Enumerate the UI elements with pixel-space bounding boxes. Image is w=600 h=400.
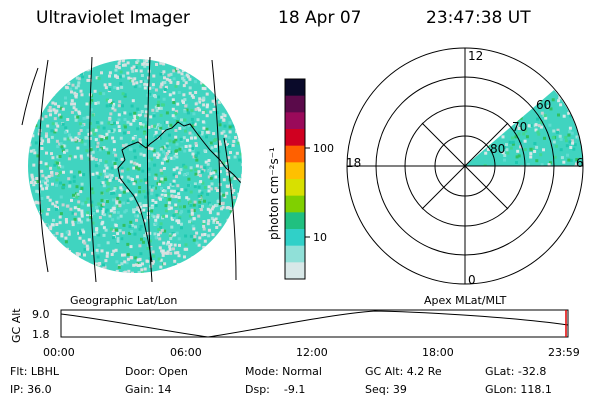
instrument-title: Ultraviolet Imager [36,8,190,28]
status-panel: Flt: LBHL IP: 36.0 Door: Open Gain: 14 M… [10,365,552,396]
mlt-label-0: 0 [468,273,476,287]
filter-readout: Flt: LBHL [10,365,60,378]
gc-alt-readout: GC Alt: 4.2 Re [365,365,442,378]
altitude-y-min: 1.8 [32,328,50,341]
altitude-timeline: GC Alt 9.0 1.8 00:00 06:00 12:00 18:00 2… [10,308,580,359]
colorbar-cell [285,145,305,163]
colorbar-cell [285,162,305,180]
altitude-curve [60,310,569,338]
gain-readout: Gain: 14 [125,383,172,396]
polar-mlt-plot: 12 18 6 0 60 70 80 [346,47,584,287]
mlat-label-60: 60 [536,98,551,112]
time-tick-0000: 00:00 [43,346,75,359]
altitude-axis-label: GC Alt [10,308,23,343]
mlat-label-70: 70 [512,120,527,134]
ip-readout: IP: 36.0 [10,383,52,396]
dsp-readout: Dsp: -9.1 [245,383,305,396]
colorbar-cell [285,195,305,213]
colorbar-cell [285,79,305,97]
mode-readout: Mode: Normal [245,365,322,378]
apex-projection-label: Apex MLat/MLT [424,294,507,307]
colorbar-tick-100: 100 [313,142,334,155]
colorbar-cell [285,129,305,147]
glat-readout: GLat: -32.8 [485,365,546,378]
time-tick-1800: 18:00 [422,346,454,359]
mlt-label-12: 12 [468,49,483,63]
seq-readout: Seq: 39 [365,383,407,396]
time-tick-0600: 06:00 [170,346,202,359]
mlat-label-80: 80 [490,142,505,156]
colorbar-cell [285,95,305,113]
time-tick-1200: 12:00 [296,346,328,359]
earth-image [28,59,242,273]
time-tick-2359: 23:59 [548,346,580,359]
colorbar-cell [285,229,305,247]
geographic-projection-label: Geographic Lat/Lon [70,294,177,307]
mlt-label-18: 18 [346,156,361,170]
colorbar-cell [285,245,305,263]
observation-time: 23:47:38 UT [426,8,531,28]
longitude-lines [21,56,237,283]
colorbar-tick-10: 10 [313,231,327,244]
altitude-y-max: 9.0 [32,308,50,321]
colorbar-cell [285,262,305,280]
colorbar-cell [285,112,305,130]
colorbar: 100 10 photon cm⁻²s⁻¹ [267,78,334,280]
colorbar-cell [285,212,305,230]
colorbar-cell [285,179,305,197]
door-readout: Door: Open [125,365,188,378]
coastline [117,121,242,263]
colorbar-unit-label: photon cm⁻²s⁻¹ [267,147,281,240]
glon-readout: GLon: 118.1 [485,383,552,396]
mlt-label-6: 6 [576,156,584,170]
observation-date: 18 Apr 07 [278,8,361,28]
